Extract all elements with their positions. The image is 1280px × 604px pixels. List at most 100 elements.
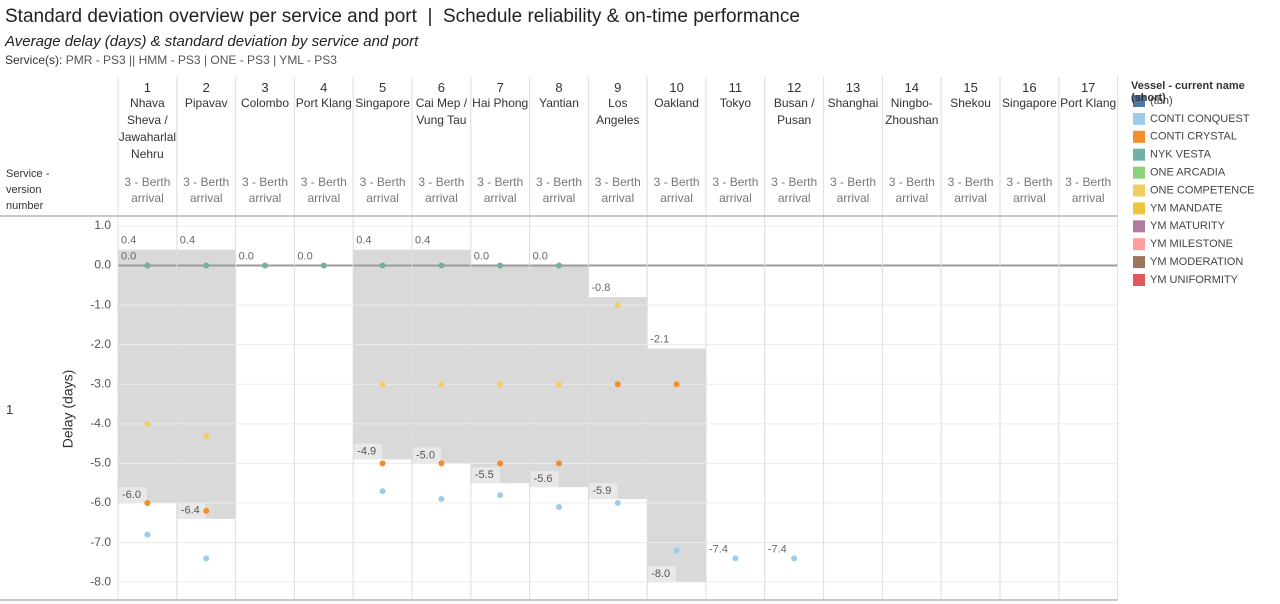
- vessel-dot: [438, 262, 445, 269]
- band-lower-label: -5.5: [475, 469, 494, 481]
- column-number: 11: [728, 80, 743, 95]
- legend-label: CONTI CRYSTAL: [1150, 131, 1237, 143]
- band-upper-label: 0.4: [121, 235, 136, 247]
- event-label: 3 - Berth arrival: [183, 175, 230, 205]
- band-upper-label: 0.4: [356, 235, 371, 247]
- vessel-dot: [144, 420, 151, 427]
- band-lower-label: -4.9: [357, 445, 376, 457]
- column-number: 2: [202, 80, 210, 95]
- band-upper-label: 0.4: [415, 235, 430, 247]
- y-tick-label: -4.0: [90, 416, 111, 430]
- column-number: 4: [320, 80, 328, 95]
- column-number: 16: [1022, 80, 1037, 95]
- vessel-dot: [673, 381, 680, 388]
- legend-swatch: [1133, 112, 1145, 125]
- band-upper-label: 0.0: [533, 250, 548, 262]
- label-bg: [648, 566, 677, 583]
- label-bg: [119, 487, 147, 503]
- event-label: 3 - Berth arrival: [418, 175, 465, 205]
- band-lower-label: -5.6: [534, 473, 553, 485]
- y-tick-label: 1.0: [94, 218, 111, 232]
- vessel-dot: [556, 503, 562, 510]
- event-label: 3 - Berth arrival: [653, 175, 700, 205]
- vessel-dot: [497, 381, 504, 388]
- std-band: [118, 249, 177, 503]
- column-number: 12: [786, 80, 802, 95]
- legend-swatch: [1133, 130, 1145, 143]
- column-number: 1: [143, 80, 152, 95]
- port-name: Shekou: [950, 96, 991, 110]
- port-name: Busan / Pusan: [773, 96, 815, 127]
- event-label: 3 - Berth arrival: [1006, 175, 1053, 205]
- band-upper-label: -2.1: [650, 334, 669, 346]
- port-name: Nhava Sheva / Jawaharlal Nehru: [118, 96, 177, 161]
- y-tick-label: -3.0: [90, 376, 111, 390]
- band-upper-label: 0.0: [297, 250, 312, 262]
- std-band: [529, 265, 589, 488]
- row-header: Service - version number: [6, 168, 50, 212]
- std-band: [353, 249, 412, 460]
- label-bg: [177, 502, 206, 519]
- vessel-dot: [673, 547, 680, 554]
- port-name: Pipavav: [184, 96, 228, 110]
- column-number: 3: [261, 80, 269, 95]
- column-number: 15: [963, 80, 978, 95]
- vessel-dot: [144, 531, 151, 538]
- vessel-dot: [497, 460, 504, 467]
- legend-swatch: [1133, 220, 1145, 233]
- band-upper-label: -0.8: [591, 282, 610, 294]
- std-band: [412, 249, 471, 464]
- vessel-dot: [497, 492, 504, 499]
- vessel-dot: [556, 262, 562, 269]
- band-lower-label: -6.4: [181, 505, 200, 517]
- title: Standard deviation overview per service …: [5, 6, 800, 27]
- port-name: Singapore: [355, 96, 410, 110]
- services-label: Service(s):: [5, 53, 63, 67]
- port-name: Colombo: [240, 96, 289, 110]
- legend-label: ONE ARCADIA: [1150, 167, 1226, 179]
- port-name: Yantian: [539, 96, 579, 110]
- reference-label: 0.0: [121, 250, 136, 262]
- event-label: 3 - Berth arrival: [535, 175, 582, 205]
- column-number: 9: [614, 80, 622, 95]
- legend-label: YM MILESTONE: [1150, 238, 1233, 250]
- vessel-dot: [203, 432, 210, 439]
- y-tick-label: -6.0: [90, 495, 111, 509]
- y-tick-label: -5.0: [90, 456, 111, 470]
- legend-label: NYK VESTA: [1150, 149, 1212, 161]
- std-band: [647, 348, 706, 583]
- event-label: 3 - Berth arrival: [947, 175, 994, 205]
- services: Service(s): PMR - PS3 || HMM - PS3 | ONE…: [5, 53, 337, 67]
- column-number: 5: [378, 80, 387, 95]
- row-label: 1: [6, 402, 14, 417]
- band-upper-label: -7.4: [768, 543, 787, 555]
- band-upper-label: 0.4: [180, 235, 195, 247]
- vessel-dot: [379, 460, 386, 467]
- legend-swatch: [1133, 148, 1145, 161]
- label-bg: [530, 471, 559, 488]
- vessel-dot: [556, 381, 562, 388]
- port-name: Singapore: [1002, 96, 1057, 110]
- label-bg: [589, 483, 618, 500]
- subtitle: Average delay (days) & standard deviatio…: [5, 33, 419, 50]
- column-number: 14: [904, 80, 920, 95]
- legend-swatch: [1133, 166, 1145, 179]
- vessel-dot: [203, 507, 210, 514]
- band-lower-label: -5.0: [416, 449, 435, 461]
- event-label: 3 - Berth arrival: [359, 175, 406, 205]
- label-bg: [471, 467, 500, 484]
- event-label: 3 - Berth arrival: [771, 175, 818, 205]
- y-tick-label: -8.0: [90, 574, 111, 588]
- band-upper-label: 0.0: [239, 250, 254, 262]
- event-label: 3 - Berth arrival: [241, 175, 288, 205]
- band-lower-label: -6.0: [122, 489, 141, 501]
- vessel-dot: [144, 262, 151, 269]
- port-name: Oakland: [654, 96, 699, 110]
- event-label: 3 - Berth arrival: [829, 175, 876, 205]
- vessel-dot: [438, 381, 445, 388]
- vessel-dot: [614, 500, 621, 506]
- port-name: Tokyo: [719, 96, 752, 110]
- vessel-dot: [614, 302, 621, 309]
